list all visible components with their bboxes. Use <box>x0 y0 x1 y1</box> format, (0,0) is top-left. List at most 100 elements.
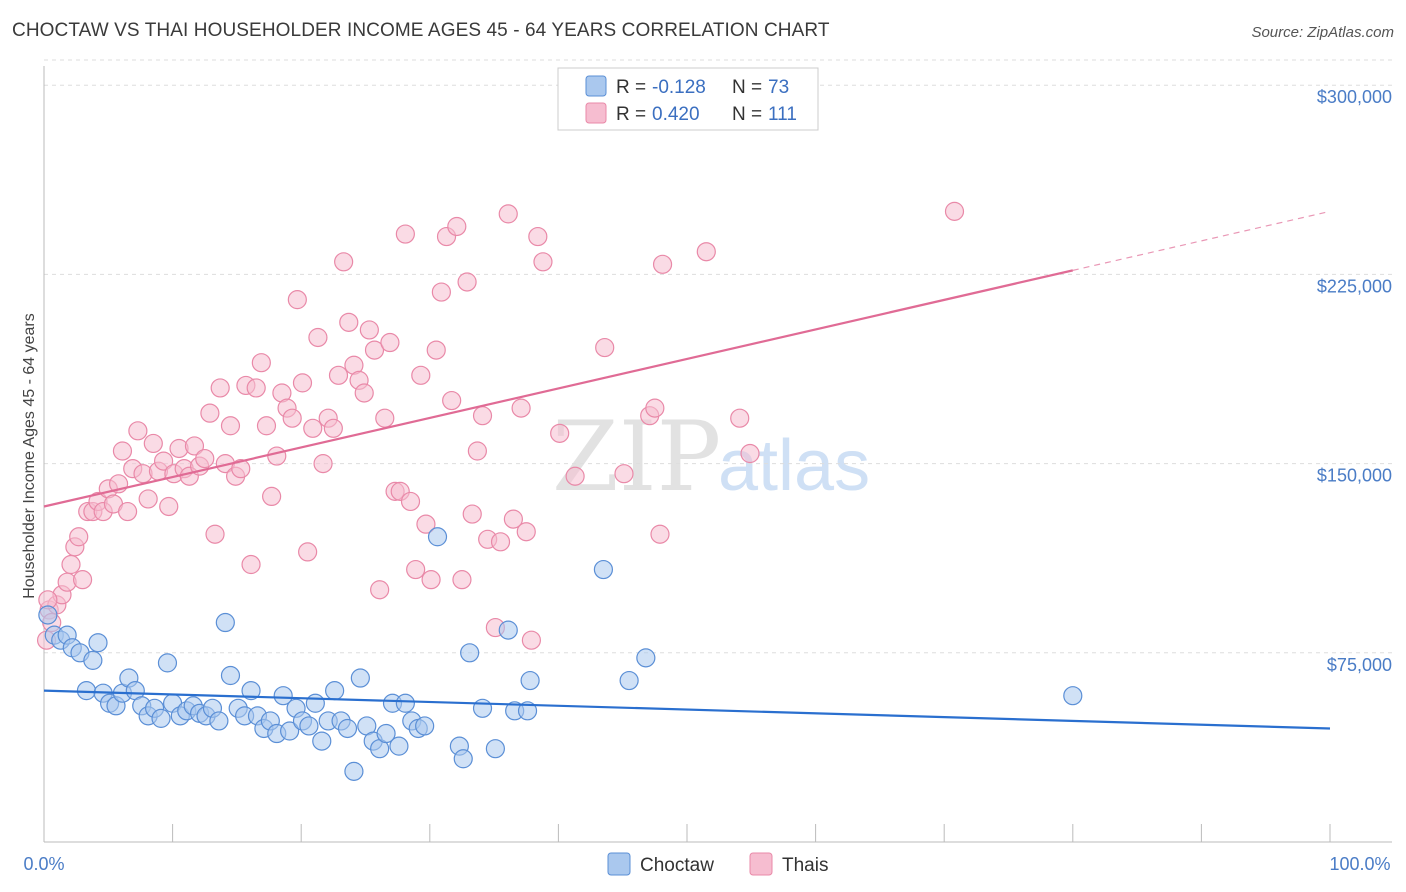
y-axis-label: Householder Income Ages 45 - 64 years <box>21 313 38 599</box>
choctaw-point-62 <box>453 749 473 769</box>
thais-point-76 <box>416 514 436 534</box>
thais-point-105 <box>652 254 673 274</box>
trend-lines <box>43 210 1331 730</box>
choctaw-point-59 <box>415 716 435 736</box>
thais-point-59 <box>328 365 349 385</box>
y-ticks: $75,000 $150,000 $225,000 $300,000 <box>1317 87 1392 675</box>
thais-point-18 <box>117 501 138 522</box>
thais-point-43 <box>246 378 266 398</box>
thais-point-93 <box>511 398 531 418</box>
thais-point-101 <box>614 464 634 484</box>
choctaw-point-29 <box>220 665 241 686</box>
legend-r-label-thais: R = <box>616 104 646 125</box>
thais-point-106 <box>696 242 716 262</box>
thais-point-47 <box>267 446 287 466</box>
thais-point-99 <box>565 466 585 486</box>
thais-trend-line <box>43 269 1074 508</box>
thais-point-78 <box>426 340 446 360</box>
thais-point-36 <box>210 378 230 398</box>
thais-point-91 <box>498 204 518 224</box>
choctaw-point-18 <box>151 708 171 728</box>
choctaw-point-45 <box>325 681 345 701</box>
thais-point-100 <box>595 337 615 358</box>
legend-swatch-choctaw <box>585 75 607 97</box>
choctaw-point-63 <box>460 643 480 663</box>
choctaw-point-32 <box>241 681 261 701</box>
thais-point-66 <box>364 340 385 360</box>
thais-point-72 <box>395 224 415 244</box>
choctaw-point-43 <box>312 731 332 751</box>
watermark-atlas: atlas <box>718 426 870 506</box>
choctaw-point-27 <box>209 711 229 731</box>
thais-point-64 <box>354 383 374 403</box>
thais-point-38 <box>220 416 241 436</box>
thais-point-97 <box>533 252 553 272</box>
choctaw-point-55 <box>389 736 409 756</box>
choctaw-point-7 <box>83 650 103 670</box>
thais-point-60 <box>334 252 354 272</box>
chart-source: Source: ZipAtlas.com <box>1251 24 1394 41</box>
x-ticks: 0.0% 100.0% <box>23 824 1391 874</box>
gridlines <box>44 59 1392 654</box>
x-tick-label-min: 0.0% <box>23 854 64 874</box>
thais-point-95 <box>521 630 541 650</box>
thais-point-56 <box>313 454 333 474</box>
thais-point-68 <box>375 408 395 428</box>
thais-point-9 <box>72 570 93 590</box>
y-tick-label-3: $300,000 <box>1317 87 1392 107</box>
legend-n-label-choctaw: N = <box>732 77 762 98</box>
thais-point-55 <box>308 327 328 348</box>
thais-point-31 <box>184 436 205 456</box>
choctaw-point-66 <box>498 620 518 640</box>
thais-point-107 <box>730 408 750 428</box>
legend-swatch-thais <box>585 102 607 124</box>
thais-point-67 <box>370 580 390 600</box>
thais-point-85 <box>462 504 482 524</box>
legend-r-value-choctaw: -0.128 <box>652 77 706 98</box>
choctaw-point-64 <box>472 698 493 718</box>
choctaw-point-53 <box>376 723 396 744</box>
choctaw-point-60 <box>427 527 448 547</box>
thais-point-108 <box>740 443 760 464</box>
thais-point-82 <box>447 216 467 237</box>
legend-n-value-choctaw: 73 <box>768 77 789 98</box>
legend-r-label-choctaw: R = <box>616 77 646 98</box>
thais-point-94 <box>516 522 536 542</box>
thais-point-50 <box>282 408 302 428</box>
y-tick-label-2: $225,000 <box>1317 276 1392 296</box>
choctaw-point-41 <box>299 716 319 736</box>
choctaw-point-28 <box>215 612 235 633</box>
thais-point-51 <box>287 290 307 310</box>
thais-point-69 <box>380 332 400 353</box>
thais-point-45 <box>256 416 277 436</box>
thais-point-42 <box>241 554 261 575</box>
choctaw-point-19 <box>157 653 178 673</box>
thais-point-75 <box>411 365 431 385</box>
thais-point-87 <box>472 406 493 426</box>
thais-point-20 <box>128 421 148 441</box>
thais-point-26 <box>159 496 179 517</box>
thais-point-22 <box>138 489 158 509</box>
thais-point-79 <box>431 282 451 302</box>
thais-point-86 <box>467 441 487 461</box>
thais-point-54 <box>303 418 323 438</box>
choctaw-point-65 <box>485 739 505 759</box>
watermark-zip: ZIP <box>552 401 721 513</box>
thais-point-33 <box>195 448 215 469</box>
thais-point-81 <box>442 390 462 411</box>
thais-point-92 <box>503 509 523 529</box>
choctaw-point-71 <box>619 670 639 691</box>
chart-title: CHOCTAW VS THAI HOUSEHOLDER INCOME AGES … <box>12 20 830 41</box>
y-tick-label-0: $75,000 <box>1327 655 1392 675</box>
series-legend-swatch-choctaw <box>607 852 631 876</box>
legend-n-label-thais: N = <box>732 104 762 125</box>
thais-point-23 <box>143 433 163 454</box>
thais-point-98 <box>550 423 570 443</box>
axes <box>43 66 1392 843</box>
thais-point-109 <box>944 201 965 221</box>
thais-point-52 <box>292 373 313 393</box>
legend-r-value-thais: 0.420 <box>652 104 700 125</box>
choctaw-trend-line <box>43 689 1331 730</box>
thais-point-65 <box>359 320 379 340</box>
choctaw-point-42 <box>305 693 325 713</box>
